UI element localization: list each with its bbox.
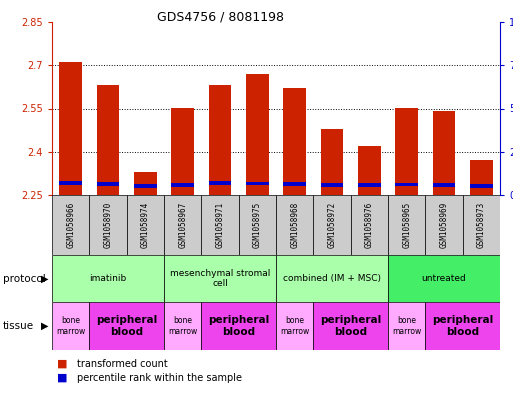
Text: tissue: tissue bbox=[3, 321, 34, 331]
Text: GSM1058967: GSM1058967 bbox=[178, 202, 187, 248]
Bar bbox=[171, 108, 194, 195]
Text: GSM1058970: GSM1058970 bbox=[104, 202, 112, 248]
Bar bbox=[52, 255, 164, 302]
Text: GSM1058969: GSM1058969 bbox=[440, 202, 448, 248]
Text: bone
marrow: bone marrow bbox=[392, 316, 421, 336]
Bar bbox=[60, 62, 82, 195]
Text: GSM1058965: GSM1058965 bbox=[402, 202, 411, 248]
Text: protocol: protocol bbox=[3, 274, 45, 283]
Bar bbox=[201, 302, 276, 350]
Bar bbox=[276, 302, 313, 350]
Bar bbox=[97, 182, 119, 186]
Bar bbox=[52, 195, 89, 255]
Bar bbox=[52, 302, 89, 350]
Text: percentile rank within the sample: percentile rank within the sample bbox=[76, 373, 242, 383]
Bar bbox=[134, 172, 156, 195]
Bar bbox=[470, 160, 492, 195]
Bar bbox=[388, 302, 425, 350]
Text: GSM1058972: GSM1058972 bbox=[327, 202, 337, 248]
Bar bbox=[239, 195, 276, 255]
Bar bbox=[396, 108, 418, 195]
Bar bbox=[209, 182, 231, 185]
Bar bbox=[60, 182, 82, 185]
Text: imatinib: imatinib bbox=[89, 274, 127, 283]
Text: GDS4756 / 8081198: GDS4756 / 8081198 bbox=[157, 10, 284, 23]
Text: mesenchymal stromal
cell: mesenchymal stromal cell bbox=[170, 269, 270, 288]
Bar bbox=[321, 129, 343, 195]
Bar bbox=[396, 183, 418, 186]
Bar bbox=[425, 302, 500, 350]
Bar bbox=[351, 195, 388, 255]
Bar bbox=[276, 195, 313, 255]
Bar bbox=[89, 195, 127, 255]
Bar bbox=[164, 302, 201, 350]
Bar bbox=[313, 195, 351, 255]
Text: peripheral
blood: peripheral blood bbox=[320, 315, 381, 337]
Text: bone
marrow: bone marrow bbox=[168, 316, 198, 336]
Bar bbox=[276, 255, 388, 302]
Text: GSM1058976: GSM1058976 bbox=[365, 202, 374, 248]
Bar bbox=[164, 195, 201, 255]
Bar bbox=[433, 183, 455, 187]
Text: transformed count: transformed count bbox=[76, 359, 167, 369]
Bar bbox=[358, 146, 381, 195]
Bar bbox=[284, 88, 306, 195]
Bar bbox=[321, 184, 343, 187]
Bar bbox=[313, 302, 388, 350]
Text: GSM1058974: GSM1058974 bbox=[141, 202, 150, 248]
Bar bbox=[246, 74, 268, 195]
Bar bbox=[388, 195, 425, 255]
Text: ■: ■ bbox=[57, 373, 68, 383]
Text: ▶: ▶ bbox=[42, 321, 49, 331]
Bar bbox=[358, 184, 381, 187]
Text: peripheral
blood: peripheral blood bbox=[432, 315, 494, 337]
Text: GSM1058966: GSM1058966 bbox=[66, 202, 75, 248]
Bar bbox=[246, 182, 268, 185]
Bar bbox=[433, 111, 455, 195]
Text: bone
marrow: bone marrow bbox=[280, 316, 309, 336]
Text: GSM1058973: GSM1058973 bbox=[477, 202, 486, 248]
Text: GSM1058975: GSM1058975 bbox=[253, 202, 262, 248]
Bar bbox=[127, 195, 164, 255]
Text: GSM1058971: GSM1058971 bbox=[215, 202, 225, 248]
Bar bbox=[209, 85, 231, 195]
Bar bbox=[425, 195, 463, 255]
Bar bbox=[284, 182, 306, 186]
Bar bbox=[470, 184, 492, 187]
Text: ▶: ▶ bbox=[42, 274, 49, 283]
Text: untreated: untreated bbox=[422, 274, 466, 283]
Text: combined (IM + MSC): combined (IM + MSC) bbox=[283, 274, 381, 283]
Text: peripheral
blood: peripheral blood bbox=[208, 315, 269, 337]
Bar bbox=[134, 184, 156, 188]
Bar bbox=[201, 195, 239, 255]
Bar bbox=[463, 195, 500, 255]
Bar bbox=[164, 255, 276, 302]
Bar bbox=[97, 85, 119, 195]
Bar bbox=[388, 255, 500, 302]
Bar bbox=[89, 302, 164, 350]
Text: ■: ■ bbox=[57, 359, 68, 369]
Text: bone
marrow: bone marrow bbox=[56, 316, 85, 336]
Bar bbox=[171, 184, 194, 187]
Text: peripheral
blood: peripheral blood bbox=[96, 315, 157, 337]
Text: GSM1058968: GSM1058968 bbox=[290, 202, 299, 248]
